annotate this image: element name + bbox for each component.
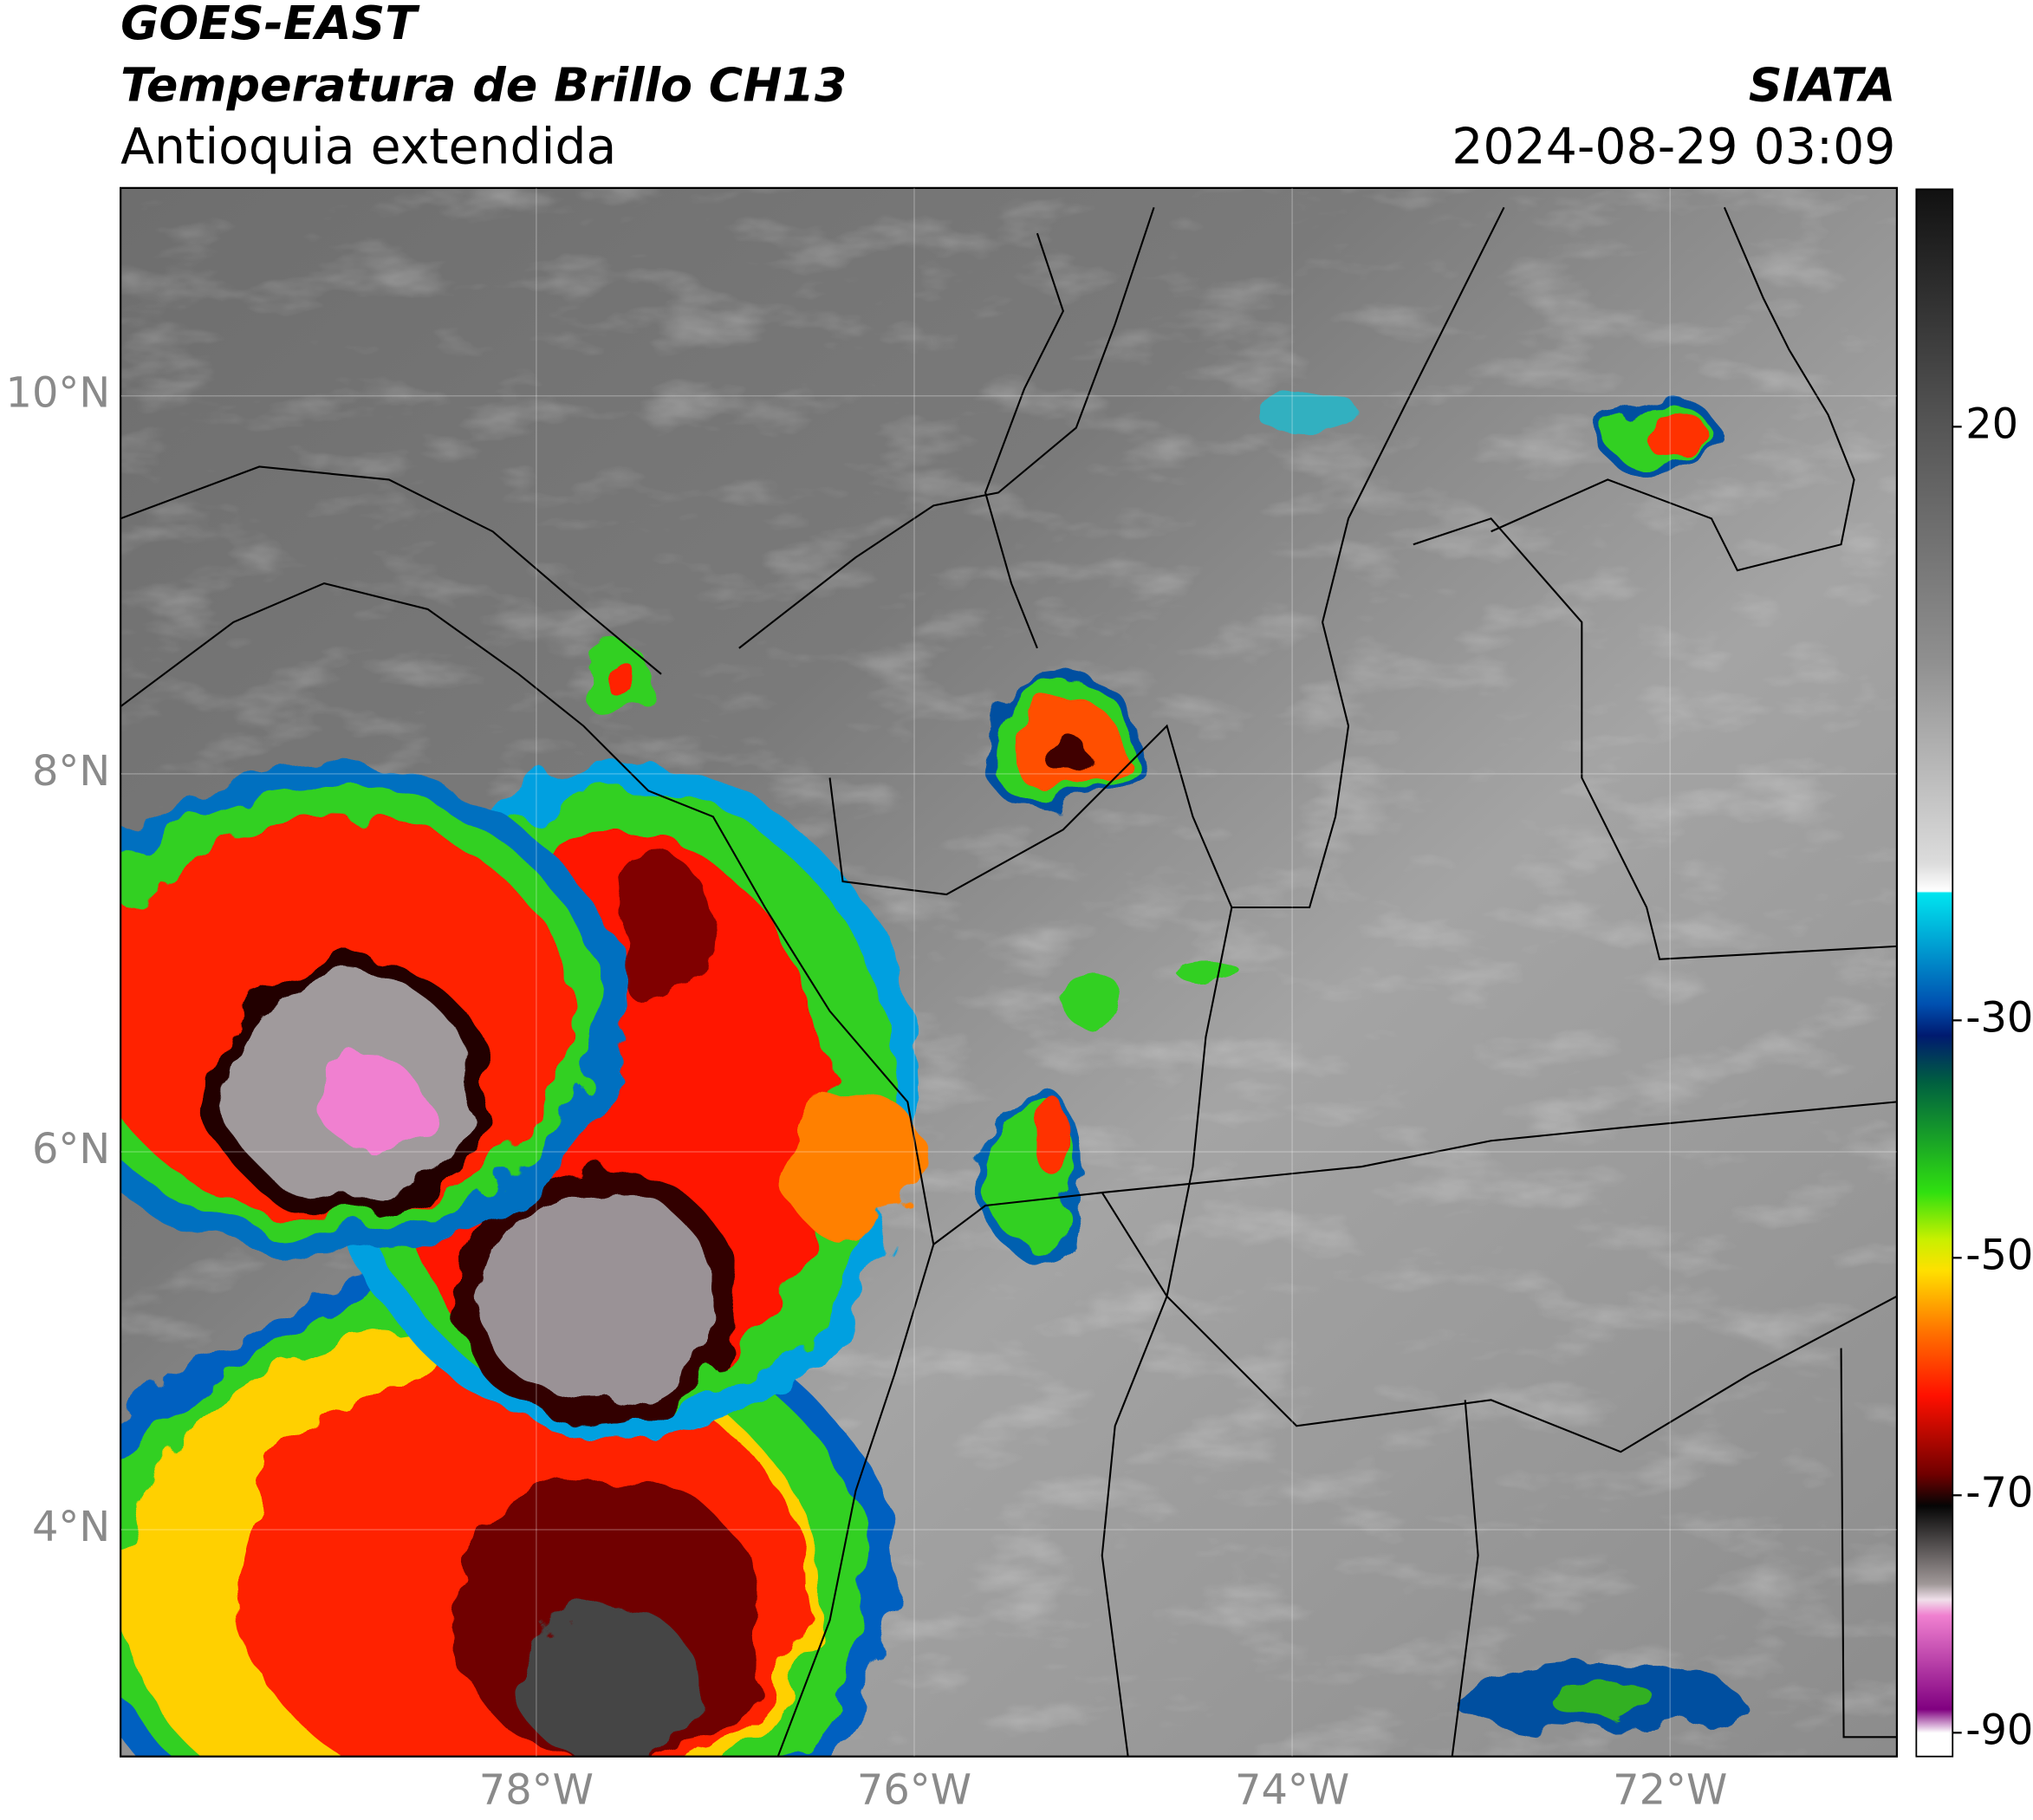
x-tick-label: 76°W bbox=[857, 1767, 971, 1815]
colorbar-tick-label: -90 bbox=[1965, 1706, 2033, 1754]
map-frame bbox=[120, 186, 1899, 1758]
x-tick-label: 78°W bbox=[479, 1767, 594, 1815]
y-tick-label: 6°N bbox=[32, 1126, 110, 1173]
title-line1: GOES-EAST bbox=[120, 0, 420, 50]
title-line2: Temperatura de Brillo CH13 bbox=[120, 58, 847, 113]
colorbar bbox=[1915, 188, 1954, 1758]
region: Antioquia extendida bbox=[120, 118, 616, 175]
x-tick-label: 72°W bbox=[1613, 1767, 1727, 1815]
source: SIATA bbox=[1749, 58, 1896, 113]
timestamp: 2024-08-29 03:09 bbox=[1452, 118, 1895, 175]
colorbar-tick-label: -70 bbox=[1965, 1469, 2033, 1517]
colorbar-tick-label: -50 bbox=[1965, 1232, 2033, 1279]
y-tick-label: 4°N bbox=[32, 1504, 110, 1551]
y-tick-label: 10°N bbox=[6, 370, 111, 418]
axes: 78°W 76°W 74°W 72°W 4°N 6°N 8°N 10°N 20 -30 -50 -70… bbox=[6, 187, 2033, 1815]
x-tick-label: 74°W bbox=[1235, 1767, 1349, 1815]
satellite-image bbox=[120, 187, 1897, 1757]
y-tick-label: 8°N bbox=[32, 748, 110, 796]
colorbar-tick-label: 20 bbox=[1965, 400, 2018, 448]
colorbar-tick-label: -30 bbox=[1965, 994, 2033, 1042]
